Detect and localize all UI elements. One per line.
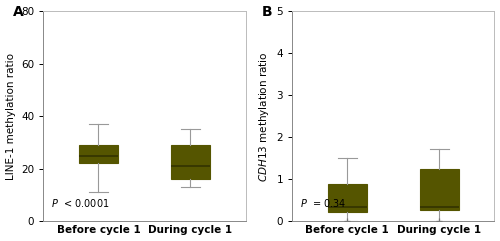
PathPatch shape	[79, 145, 118, 163]
Text: $P$  = 0.34: $P$ = 0.34	[300, 197, 346, 209]
Text: $P$  < 0.0001: $P$ < 0.0001	[52, 197, 110, 209]
PathPatch shape	[328, 184, 366, 212]
Text: B: B	[262, 5, 272, 19]
PathPatch shape	[171, 145, 210, 179]
PathPatch shape	[420, 169, 459, 209]
Y-axis label: LINE-1 methylation ratio: LINE-1 methylation ratio	[6, 53, 16, 180]
Y-axis label: $\it{CDH13}$ methylation ratio: $\it{CDH13}$ methylation ratio	[257, 51, 271, 181]
Text: A: A	[13, 5, 24, 19]
